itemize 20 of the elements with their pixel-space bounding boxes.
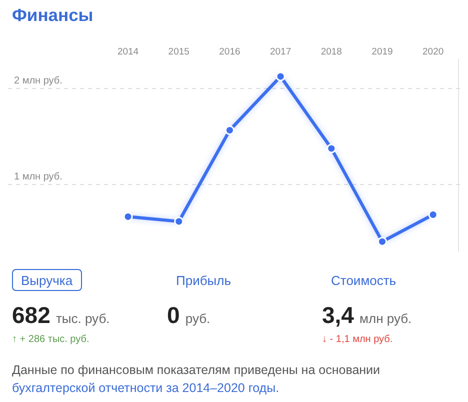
text: Данные по финансовым показателям приведены на основании xyxy=(12,363,380,377)
x-tick-label: 2018 xyxy=(320,46,342,58)
y-tick-label: 1 млн руб. xyxy=(14,172,62,182)
category-label: Стоимость xyxy=(331,273,396,289)
text: ↑ + 286 тыс. руб. xyxy=(12,334,90,345)
text: 0 руб. xyxy=(167,302,210,328)
x-tick-label: 2020 xyxy=(422,46,444,58)
x-tick-label: 2014 xyxy=(117,46,139,58)
x-tick-label: 2015 xyxy=(168,46,190,58)
x-tick-label: 2019 xyxy=(372,46,393,58)
text: 682 тыс. руб. xyxy=(12,302,110,328)
text: бухгалтерской отчетности за 2014–2020 годы. xyxy=(12,381,280,395)
category-label: Прибыль xyxy=(176,273,231,289)
chart-title: Финансы xyxy=(12,5,94,25)
y-tick-label: 2 млн руб. xyxy=(14,76,62,86)
x-tick-label: 2016 xyxy=(219,46,240,58)
text: 3,4 млн руб. xyxy=(322,302,412,328)
x-tick-label: 2017 xyxy=(270,46,292,58)
text: ↓ - 1,1 млн руб. xyxy=(322,334,393,345)
category-label: Выручка xyxy=(21,273,73,289)
